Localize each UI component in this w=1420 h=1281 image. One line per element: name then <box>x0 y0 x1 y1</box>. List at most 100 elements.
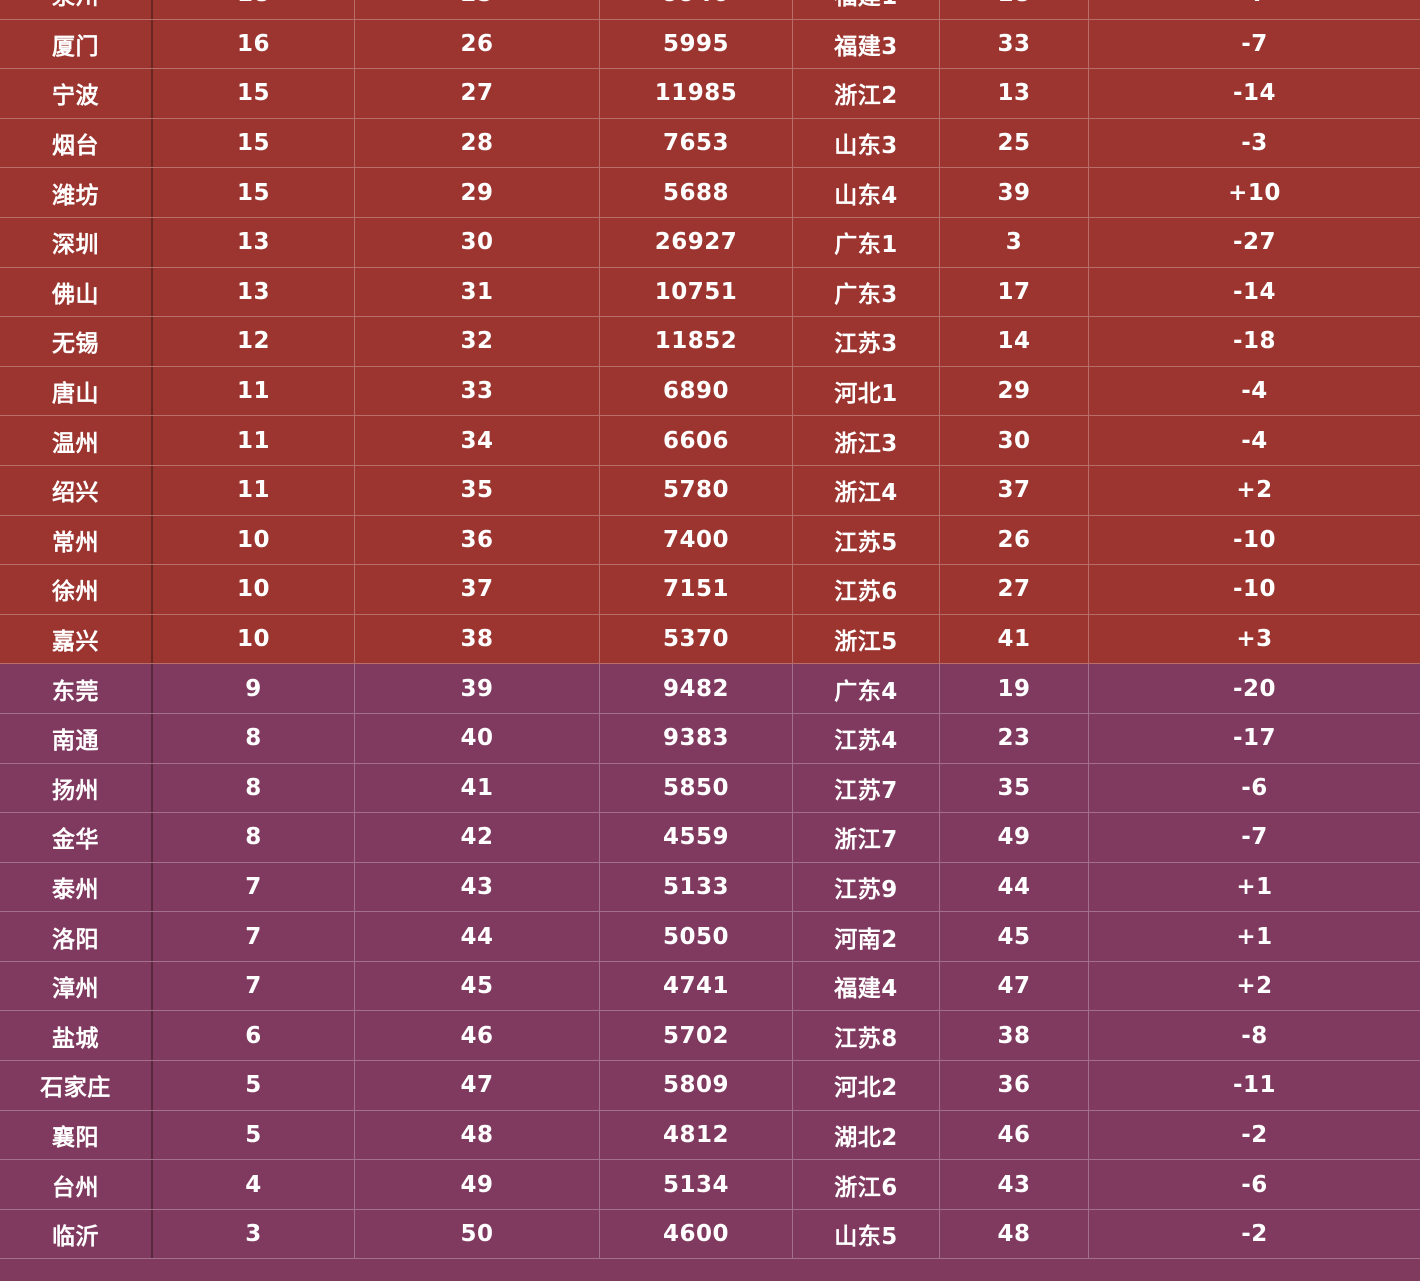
gdp-cell: 4559 <box>600 813 793 862</box>
city-name-cell: 徐州 <box>0 565 153 614</box>
rank-change-cell: +10 <box>1228 179 1281 206</box>
city-name-cell: 佛山 <box>0 267 153 317</box>
province-rank-cell: 福建3 <box>793 19 940 69</box>
gdp-rank-cell: 41 <box>940 614 1089 664</box>
rank-cell: 42 <box>355 813 600 862</box>
count-cell: 10 <box>153 565 355 614</box>
province-rank-cell: 河北2 <box>793 1061 940 1110</box>
province-rank-cell: 江苏9 <box>793 862 940 912</box>
province-rank-cell: 江苏8 <box>793 1011 940 1061</box>
rank-change-cell: +1 <box>1236 923 1273 950</box>
rank-change-cell: -10 <box>1232 576 1277 603</box>
count-cell: 7 <box>153 961 355 1011</box>
rank-cell: 26 <box>355 19 600 69</box>
gdp-rank-cell: 13 <box>940 69 1089 118</box>
count-cell: 10 <box>153 515 355 565</box>
province-rank-cell: 浙江7 <box>793 813 940 862</box>
rank-cell: 43 <box>355 862 600 912</box>
rank-cell: 50 <box>355 1209 600 1259</box>
city-name-cell: 石家庄 <box>0 1061 153 1110</box>
rank-cell: 44 <box>355 912 600 961</box>
table-row: 石家庄 5 47 5809 河北2 36 -11 <box>0 1061 1420 1111</box>
gdp-rank-cell: 25 <box>940 118 1089 168</box>
rank-change-cell: -11 <box>1232 1072 1277 1099</box>
count-cell: 7 <box>153 912 355 961</box>
gdp-cell: 5133 <box>600 862 793 912</box>
gdp-cell: 5370 <box>600 614 793 664</box>
rank-change-cell: +2 <box>1236 973 1273 1000</box>
city-name-cell: 临沂 <box>0 1209 153 1259</box>
city-name-cell: 潍坊 <box>0 168 153 217</box>
table-row: 无锡 12 32 11852 江苏3 14 -18 <box>0 317 1420 367</box>
gdp-cell: 4741 <box>600 961 793 1011</box>
rank-cell: 35 <box>355 465 600 515</box>
rank-change-cell: -14 <box>1232 80 1277 107</box>
gdp-rank-cell: 26 <box>940 515 1089 565</box>
gdp-cell: 5780 <box>600 465 793 515</box>
rank-change-cell: -8 <box>1241 1022 1268 1049</box>
gdp-cell: 6606 <box>600 416 793 465</box>
gdp-cell: 9482 <box>600 664 793 713</box>
province-rank-cell: 山东5 <box>793 1209 940 1259</box>
city-name-cell: 南通 <box>0 713 153 763</box>
gdp-cell: 4600 <box>600 1209 793 1259</box>
city-name-cell: 宁波 <box>0 69 153 118</box>
rank-cell: 46 <box>355 1011 600 1061</box>
gdp-rank-cell: 33 <box>940 19 1089 69</box>
count-cell: 13 <box>153 217 355 267</box>
gdp-cell: 7400 <box>600 515 793 565</box>
gdp-cell: 7653 <box>600 118 793 168</box>
gdp-rank-cell: 19 <box>940 664 1089 713</box>
table-row: 东莞 9 39 9482 广东4 19 -20 <box>0 664 1420 714</box>
gdp-cell: 11985 <box>600 69 793 118</box>
gdp-rank-cell: 44 <box>940 862 1089 912</box>
province-rank-cell: 江苏3 <box>793 317 940 366</box>
gdp-rank-cell: 17 <box>940 267 1089 317</box>
count-cell: 11 <box>153 366 355 416</box>
gdp-rank-cell: 47 <box>940 961 1089 1011</box>
gdp-cell: 7151 <box>600 565 793 614</box>
table-row: 洛阳 7 44 5050 河南2 45 +1 <box>0 912 1420 962</box>
province-rank-cell: 福建1 <box>793 0 940 19</box>
count-cell: 11 <box>153 416 355 465</box>
province-rank-cell: 福建4 <box>793 961 940 1011</box>
city-name-cell: 烟台 <box>0 118 153 168</box>
count-cell: 16 <box>153 19 355 69</box>
count-cell: 12 <box>153 317 355 366</box>
gdp-cell: 11852 <box>600 317 793 366</box>
rank-change-cell: -14 <box>1232 278 1277 305</box>
gdp-cell: 26927 <box>600 217 793 267</box>
gdp-rank-cell: 29 <box>940 366 1089 416</box>
table-row: 常州 10 36 7400 江苏5 26 -10 <box>0 515 1420 566</box>
gdp-rank-cell: 37 <box>940 465 1089 515</box>
rank-change-cell: -18 <box>1232 328 1277 355</box>
table-row: 金华 8 42 4559 浙江7 49 -7 <box>0 813 1420 863</box>
city-name-cell: 常州 <box>0 515 153 565</box>
table-row: 厦门 16 26 5995 福建3 33 -7 <box>0 19 1420 70</box>
province-rank-cell: 江苏7 <box>793 763 940 813</box>
city-name-cell: 襄阳 <box>0 1110 153 1160</box>
rank-cell: 39 <box>355 664 600 713</box>
gdp-rank-cell: 23 <box>940 713 1089 763</box>
rank-cell: 29 <box>355 168 600 217</box>
city-name-cell: 台州 <box>0 1160 153 1209</box>
rank-cell: 31 <box>355 267 600 317</box>
table-row: 温州 11 34 6606 浙江3 30 -4 <box>0 416 1420 466</box>
count-cell: 9 <box>153 664 355 713</box>
city-name-cell: 东莞 <box>0 664 153 713</box>
city-name-cell: 无锡 <box>0 317 153 366</box>
gdp-cell: 5050 <box>600 912 793 961</box>
rank-change-cell: -4 <box>1241 378 1268 405</box>
rank-cell: 37 <box>355 565 600 614</box>
rank-change-cell: -6 <box>1241 774 1268 801</box>
gdp-rank-cell: 49 <box>940 813 1089 862</box>
city-name-cell: 扬州 <box>0 763 153 813</box>
count-cell: 18 <box>153 0 355 19</box>
province-rank-cell: 浙江2 <box>793 69 940 118</box>
province-rank-cell: 广东3 <box>793 267 940 317</box>
province-rank-cell: 广东4 <box>793 664 940 713</box>
rank-cell: 48 <box>355 1110 600 1160</box>
rank-change-cell: -7 <box>1241 824 1268 851</box>
rank-cell: 32 <box>355 317 600 366</box>
